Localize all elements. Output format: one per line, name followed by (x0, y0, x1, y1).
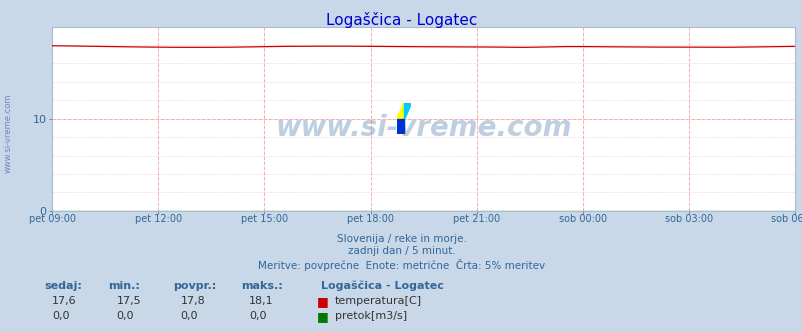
Text: 0,0: 0,0 (249, 311, 266, 321)
Text: pet 12:00: pet 12:00 (135, 214, 181, 224)
Text: www.si-vreme.com: www.si-vreme.com (3, 93, 13, 173)
Text: maks.:: maks.: (241, 281, 282, 290)
Text: ■: ■ (317, 295, 329, 308)
Text: pet 21:00: pet 21:00 (452, 214, 500, 224)
Text: temperatura[C]: temperatura[C] (334, 296, 421, 306)
Text: min.:: min.: (108, 281, 140, 290)
Text: 17,8: 17,8 (180, 296, 205, 306)
Text: sob 03:00: sob 03:00 (664, 214, 712, 224)
Text: www.si-vreme.com: www.si-vreme.com (275, 114, 571, 142)
Polygon shape (403, 103, 411, 119)
Text: 17,5: 17,5 (116, 296, 141, 306)
Polygon shape (396, 119, 403, 134)
Text: sob 00:00: sob 00:00 (558, 214, 606, 224)
Text: 0,0: 0,0 (116, 311, 134, 321)
Text: 17,6: 17,6 (52, 296, 77, 306)
Text: Logaščica - Logatec: Logaščica - Logatec (326, 12, 476, 28)
Text: pet 18:00: pet 18:00 (346, 214, 394, 224)
Text: 0,0: 0,0 (52, 311, 70, 321)
Text: 18,1: 18,1 (249, 296, 273, 306)
Polygon shape (396, 103, 403, 119)
Text: ■: ■ (317, 310, 329, 323)
Text: Meritve: povprečne  Enote: metrične  Črta: 5% meritev: Meritve: povprečne Enote: metrične Črta:… (257, 259, 545, 271)
Text: Slovenija / reke in morje.: Slovenija / reke in morje. (336, 234, 466, 244)
Text: pet 09:00: pet 09:00 (29, 214, 75, 224)
Text: pet 15:00: pet 15:00 (241, 214, 288, 224)
Text: sob 06:00: sob 06:00 (770, 214, 802, 224)
Text: zadnji dan / 5 minut.: zadnji dan / 5 minut. (347, 246, 455, 256)
Text: 0,0: 0,0 (180, 311, 198, 321)
Text: pretok[m3/s]: pretok[m3/s] (334, 311, 407, 321)
Text: sedaj:: sedaj: (44, 281, 82, 290)
Text: povpr.:: povpr.: (172, 281, 216, 290)
Text: Logaščica - Logatec: Logaščica - Logatec (321, 281, 444, 291)
